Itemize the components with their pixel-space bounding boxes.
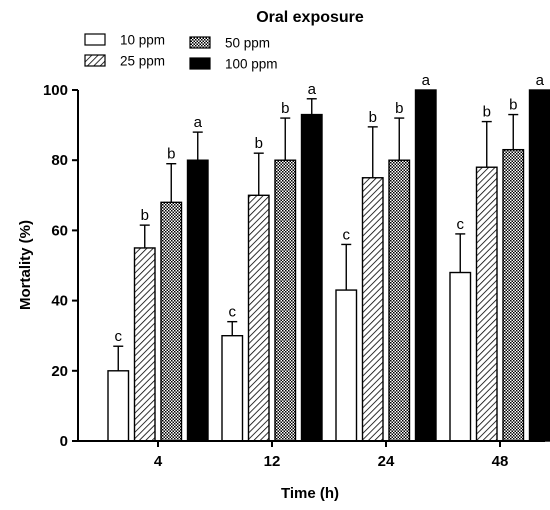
bar-25-ppm-t48	[475, 166, 498, 442]
x-tick-label: 48	[492, 453, 509, 470]
significance-letter: b	[509, 97, 517, 114]
bar-25-ppm-t4	[133, 247, 156, 442]
bar-100-ppm-t4	[186, 159, 209, 442]
legend-swatch-50-ppm	[189, 36, 211, 49]
bar-25-ppm-t24	[361, 177, 384, 442]
y-tick-label: 60	[51, 222, 68, 239]
bar-10-ppm-t12	[221, 335, 244, 442]
significance-letter: c	[115, 328, 123, 345]
significance-letter: b	[141, 207, 149, 224]
legend: 10 ppm 25 ppm 50 ppm 100 ppm	[84, 33, 278, 72]
significance-letter: a	[308, 81, 317, 98]
legend-label-100-ppm: 100 ppm	[225, 57, 278, 72]
y-tick-label: 80	[51, 152, 68, 169]
significance-letter: c	[343, 226, 351, 243]
significance-letter: c	[457, 216, 465, 233]
legend-label-50-ppm: 50 ppm	[225, 36, 270, 51]
significance-letter: b	[483, 104, 491, 121]
significance-letter: a	[422, 72, 431, 89]
y-tick-label: 0	[60, 433, 68, 450]
plot-area: c c c c b b b b b b b b a a a a 0 20 40 60 80 100 4 12 24 48	[43, 72, 550, 470]
significance-letter: b	[255, 135, 263, 152]
significance-letter: b	[369, 109, 377, 126]
legend-swatch-100-ppm	[189, 57, 211, 70]
y-tick-label: 100	[43, 82, 68, 99]
y-axis-title: Mortality (%)	[17, 220, 34, 310]
bar-50-ppm-t4	[160, 201, 183, 442]
bar-10-ppm-t24	[335, 289, 358, 442]
x-tick-label: 24	[378, 453, 395, 470]
significance-letter: b	[395, 100, 403, 117]
bar-100-ppm-t24	[414, 89, 437, 442]
chart-title: Oral exposure	[256, 9, 364, 26]
x-tick-label: 12	[264, 453, 281, 470]
legend-label-10-ppm: 10 ppm	[120, 33, 165, 48]
legend-swatch-10-ppm	[84, 33, 106, 46]
significance-letter: b	[167, 146, 175, 163]
legend-swatch-25-ppm	[84, 54, 106, 67]
bar-50-ppm-t24	[388, 159, 411, 442]
bar-100-ppm-t12	[300, 113, 323, 442]
bar-10-ppm-t4	[107, 370, 130, 442]
x-axis-title: Time (h)	[281, 485, 339, 502]
bar-50-ppm-t48	[502, 148, 525, 442]
legend-label-25-ppm: 25 ppm	[120, 54, 165, 69]
significance-letter: a	[194, 114, 203, 131]
x-tick-label: 4	[154, 453, 163, 470]
bar-50-ppm-t12	[274, 159, 297, 442]
significance-letter: a	[536, 72, 545, 89]
bar-25-ppm-t12	[247, 194, 270, 442]
y-tick-label: 20	[51, 363, 68, 380]
bar-10-ppm-t48	[449, 271, 472, 442]
significance-letter: c	[229, 304, 237, 321]
bar-100-ppm-t48	[528, 89, 550, 442]
significance-letter: b	[281, 100, 289, 117]
y-tick-label: 40	[51, 293, 68, 310]
